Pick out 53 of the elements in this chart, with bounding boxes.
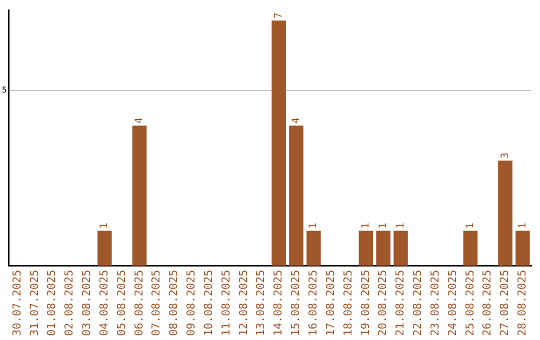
data-label: 1 <box>378 222 389 229</box>
x-tick-label: 05.08.2025 <box>114 270 128 336</box>
x-tick-label: 20.08.2025 <box>376 270 390 336</box>
x-tick-label: 06.08.2025 <box>132 270 146 336</box>
x-tick-label: 13.08.2025 <box>254 270 268 336</box>
x-tick-label: 03.08.2025 <box>80 270 94 336</box>
data-label: 1 <box>308 222 320 229</box>
x-tick-label: 02.08.2025 <box>62 270 76 336</box>
x-tick-label: 08.08.2025 <box>167 270 180 336</box>
x-tick-label: 14.08.2025 <box>272 270 285 336</box>
x-tick-label: 12.08.2025 <box>236 270 250 336</box>
bar <box>376 230 390 266</box>
y-tick-label: 5 <box>2 86 7 95</box>
data-label: 7 <box>273 12 284 19</box>
data-label: 4 <box>134 118 146 124</box>
bar <box>463 230 478 266</box>
x-tick-label: 07.08.2025 <box>150 270 163 336</box>
x-tick-label: 04.08.2025 <box>97 270 110 336</box>
x-tick-label: 18.08.2025 <box>341 270 354 336</box>
bar <box>272 20 286 266</box>
x-tick-label: 31.07.2025 <box>28 270 41 336</box>
x-tick-label: 11.08.2025 <box>219 270 232 336</box>
x-tick-label: 24.08.2025 <box>446 270 459 336</box>
x-tick-label: 10.08.2025 <box>202 270 215 336</box>
x-tick-label: 01.08.2025 <box>45 270 58 336</box>
bar <box>132 126 147 266</box>
bar <box>498 160 512 266</box>
x-tick-label: 17.08.2025 <box>324 270 337 336</box>
x-tick-label: 30.07.2025 <box>10 270 24 336</box>
data-label: 1 <box>465 222 476 229</box>
data-label: 3 <box>500 152 511 159</box>
data-label: 1 <box>517 222 528 229</box>
data-label: 4 <box>290 118 302 124</box>
x-tick-label: 15.08.2025 <box>289 270 302 336</box>
data-label: 1 <box>395 222 406 229</box>
bar <box>306 230 321 266</box>
x-tick-label: 26.08.2025 <box>480 270 494 336</box>
data-label: 1 <box>99 222 110 229</box>
data-label: 1 <box>360 222 372 229</box>
x-tick-label: 21.08.2025 <box>394 270 407 336</box>
x-tick-label: 27.08.2025 <box>498 270 512 336</box>
bar <box>516 230 530 266</box>
bar <box>358 230 374 266</box>
x-tick-label: 28.08.2025 <box>516 270 529 336</box>
x-tick-label: 19.08.2025 <box>358 270 372 336</box>
x-tick-label: 22.08.2025 <box>411 270 424 336</box>
x-tick-label: 09.08.2025 <box>184 270 198 336</box>
bar <box>394 230 408 266</box>
x-tick-label: 25.08.2025 <box>463 270 476 336</box>
x-tick-label: 23.08.2025 <box>428 270 442 336</box>
bar <box>289 126 304 266</box>
bar <box>97 230 112 266</box>
x-tick-label: 16.08.2025 <box>306 270 320 336</box>
